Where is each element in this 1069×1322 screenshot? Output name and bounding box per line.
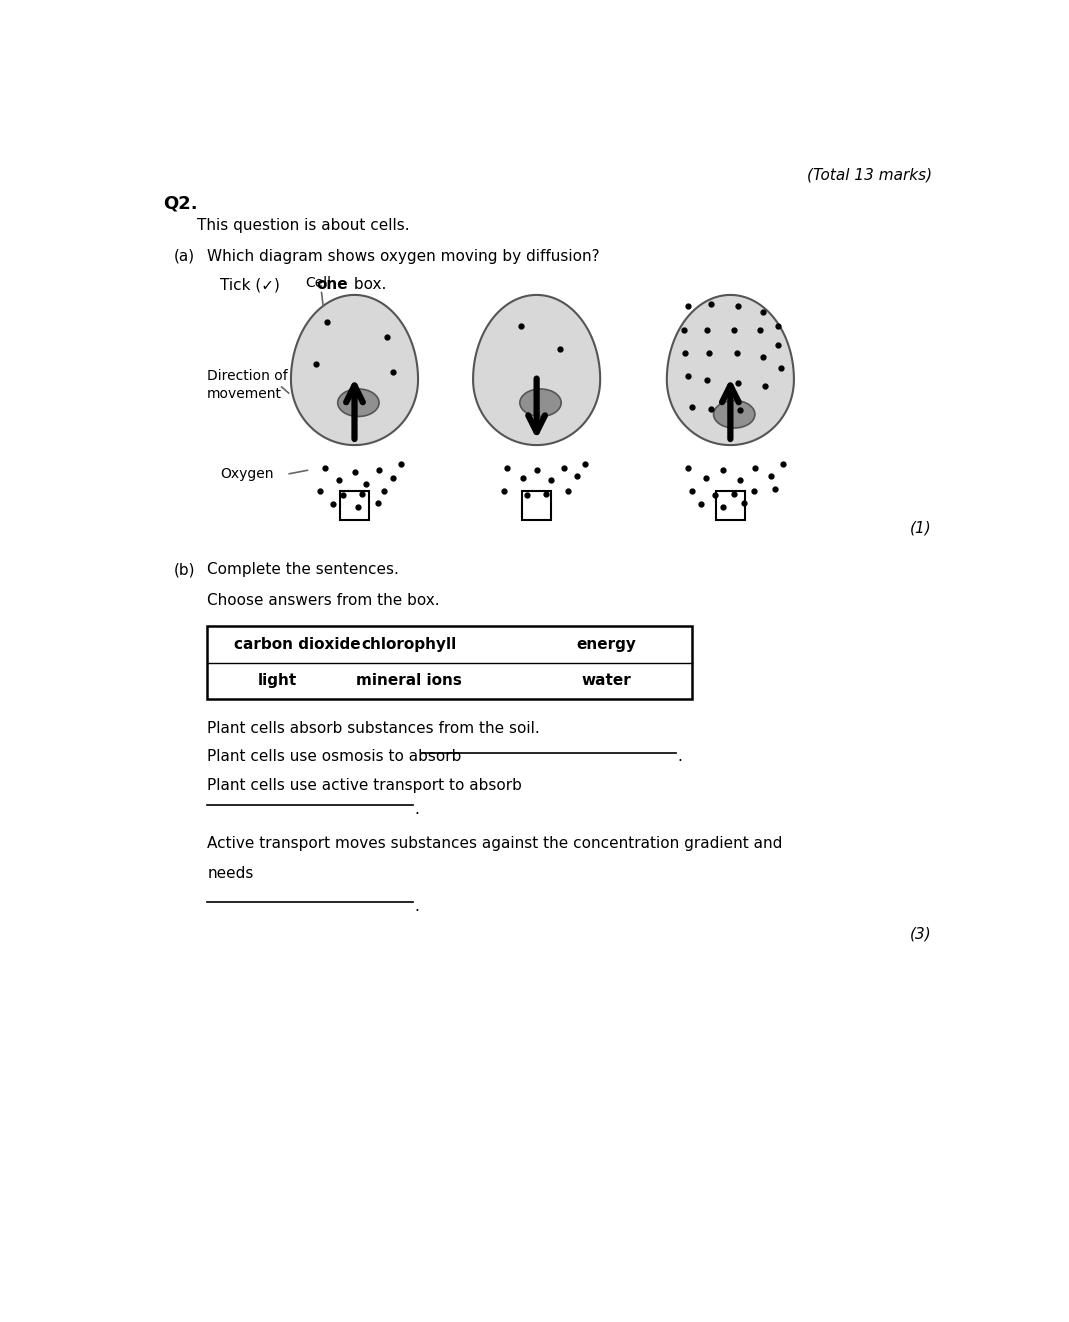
Text: box.: box. (350, 278, 387, 292)
Text: one: one (316, 278, 348, 292)
Polygon shape (667, 295, 794, 446)
Ellipse shape (338, 389, 379, 416)
Bar (207, 627, 692, 699)
Text: energy: energy (576, 637, 636, 652)
Bar (522, 490, 552, 520)
Text: Q2.: Q2. (164, 194, 198, 213)
Text: (1): (1) (910, 521, 932, 535)
Ellipse shape (520, 389, 561, 416)
Ellipse shape (714, 401, 755, 428)
Text: Which diagram shows oxygen moving by diffusion?: Which diagram shows oxygen moving by dif… (207, 249, 600, 263)
Polygon shape (291, 295, 418, 446)
Text: chlorophyll: chlorophyll (361, 637, 456, 652)
Text: (b): (b) (174, 562, 196, 578)
Text: Complete the sentences.: Complete the sentences. (207, 562, 399, 578)
Text: needs: needs (207, 866, 253, 880)
Bar (340, 490, 369, 520)
Text: Choose answers from the box.: Choose answers from the box. (207, 594, 439, 608)
Text: light: light (258, 673, 296, 689)
Text: .: . (414, 899, 419, 915)
Text: .: . (414, 802, 419, 817)
Text: Cell: Cell (306, 275, 331, 290)
Text: (a): (a) (174, 249, 195, 263)
Text: water: water (582, 673, 632, 689)
Text: (Total 13 marks): (Total 13 marks) (807, 168, 932, 182)
Text: .: . (678, 750, 682, 764)
Text: Plant cells use active transport to absorb: Plant cells use active transport to abso… (207, 777, 522, 793)
Text: Active transport moves substances against the concentration gradient and: Active transport moves substances agains… (207, 837, 783, 851)
Text: Oxygen: Oxygen (220, 468, 274, 481)
Text: This question is about cells.: This question is about cells. (197, 218, 409, 233)
Text: Plant cells use osmosis to absorb: Plant cells use osmosis to absorb (207, 750, 462, 764)
Text: Plant cells absorb substances from the soil.: Plant cells absorb substances from the s… (207, 720, 540, 736)
Polygon shape (474, 295, 600, 446)
Text: (3): (3) (910, 927, 932, 941)
Bar (715, 490, 745, 520)
Text: Tick (✓): Tick (✓) (220, 278, 285, 292)
Text: carbon dioxide: carbon dioxide (234, 637, 361, 652)
Text: mineral ions: mineral ions (356, 673, 462, 689)
Text: Direction of
movement: Direction of movement (207, 369, 288, 401)
